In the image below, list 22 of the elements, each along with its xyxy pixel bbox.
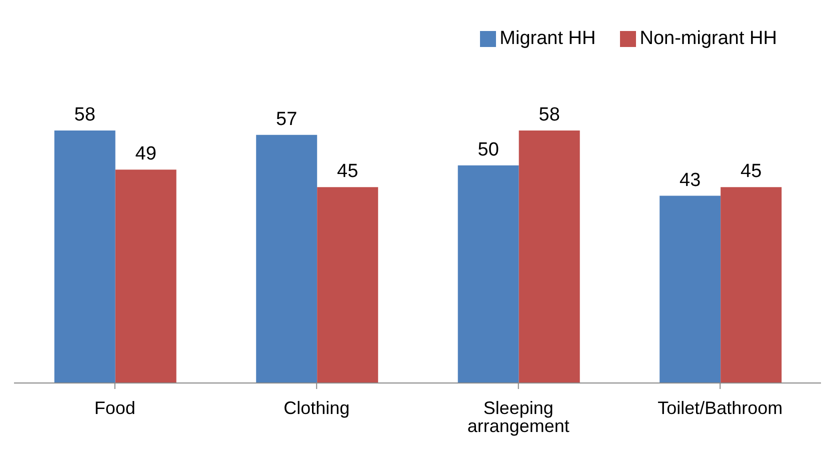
data-label: 45: [337, 161, 358, 182]
bar: [720, 187, 782, 383]
bar: [660, 196, 721, 383]
data-label: 49: [135, 144, 156, 165]
bar: [54, 130, 116, 383]
x-tick-label: Food: [94, 398, 136, 418]
bar: [115, 170, 176, 383]
data-label: 45: [740, 161, 762, 182]
data-label: 50: [478, 139, 499, 160]
bar: [256, 134, 318, 383]
data-label: 57: [276, 108, 298, 130]
data-label: 58: [538, 104, 560, 126]
x-tick-label: Sleeping arrangement: [467, 398, 570, 436]
bar: [458, 165, 519, 383]
x-tick-label: Toilet/Bathroom: [658, 398, 783, 418]
data-label: 43: [680, 170, 701, 191]
data-label: 58: [74, 104, 96, 126]
bar: [518, 130, 580, 383]
legend-label: Migrant HH: [500, 28, 596, 49]
legend-label: Non-migrant HH: [640, 28, 777, 49]
x-tick-label: Clothing: [284, 398, 350, 418]
bar: [317, 187, 378, 383]
